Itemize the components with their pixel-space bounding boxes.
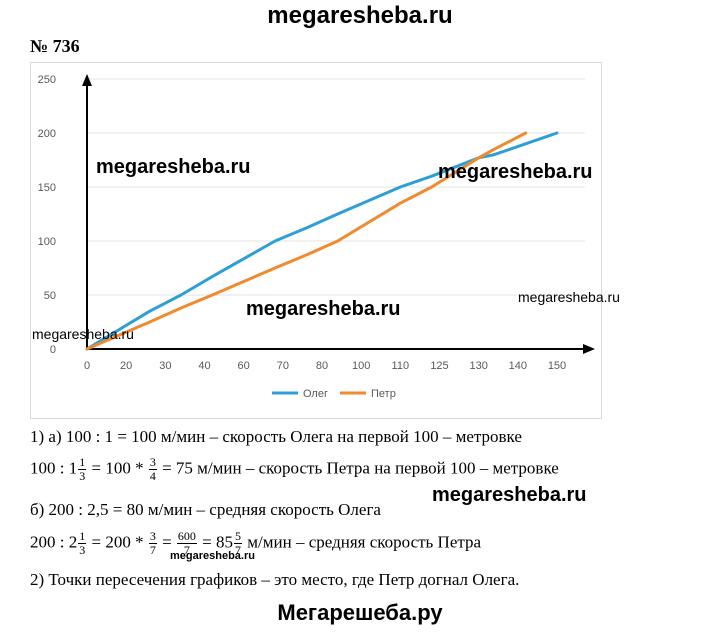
y-tick-label: 200	[38, 128, 56, 140]
numerator: 1	[78, 455, 87, 470]
numerator: 3	[148, 455, 157, 470]
x-tick-label: 60	[238, 360, 250, 372]
problem-number: № 736	[30, 36, 80, 56]
expr-text: =	[157, 532, 176, 552]
expr-text: = 200 *	[87, 532, 148, 552]
watermark: megaresheba.ru	[96, 156, 251, 178]
numerator: 1	[78, 529, 87, 544]
y-axis-arrow	[82, 74, 92, 86]
site-title: megaresheba.ru	[267, 2, 453, 29]
denominator: 7	[149, 543, 156, 557]
watermark: megaresheba.ru	[438, 161, 593, 183]
x-axis-arrow	[583, 344, 595, 354]
x-tick-label: 70	[277, 360, 289, 372]
watermark: megaresheba.ru	[518, 289, 620, 305]
y-tick-label: 50	[44, 290, 56, 302]
x-tick-label: 125	[430, 360, 448, 372]
denominator: 7	[183, 543, 190, 557]
x-tick-label: 40	[198, 360, 210, 372]
y-tick-label: 100	[38, 236, 56, 248]
legend-label: Олег	[303, 388, 328, 400]
y-tick-label: 0	[50, 344, 56, 356]
denominator: 7	[235, 543, 242, 557]
series-line	[85, 131, 528, 351]
denominator: 4	[149, 469, 156, 483]
denominator: 3	[79, 469, 86, 483]
watermark: megaresheba.ru	[170, 550, 255, 562]
y-tick-label: 150	[38, 182, 56, 194]
expr-text: = 100 *	[87, 458, 148, 478]
watermark: megaresheba.ru	[246, 298, 401, 320]
solution-line-3: б) 200 : 2,5 = 80 м/мин – средняя скорос…	[30, 500, 381, 519]
x-tick-label: 80	[316, 360, 328, 372]
x-tick-label: 100	[352, 360, 370, 372]
expr-text: 200 : 2	[30, 532, 78, 552]
denominator: 3	[79, 543, 86, 557]
x-tick-label: 110	[392, 360, 410, 372]
numerator: 5	[234, 529, 243, 544]
numerator: 600	[176, 529, 197, 544]
expr-text: = 75 м/мин – скорость Петра на первой 10…	[157, 458, 559, 478]
numerator: 3	[148, 529, 157, 544]
x-tick-label: 140	[509, 360, 527, 372]
solution-line-1: 1) а) 100 : 1 = 100 м/мин – скорость Оле…	[30, 427, 522, 446]
fraction: 600 7	[176, 529, 197, 557]
footer-site-title: Мегарешеба.ру	[277, 600, 443, 625]
x-tick-label: 0	[84, 360, 90, 372]
watermark: megaresheba.ru	[432, 484, 587, 506]
legend-label: Петр	[371, 388, 396, 400]
x-tick-label: 150	[548, 360, 566, 372]
expr-text: м/мин – средняя скорость Петра	[243, 532, 482, 552]
y-tick-label: 250	[38, 74, 56, 86]
line-chart: 0 50 100 150 200 250 0 20 30 40 60 70 80 100 110 125 130…	[30, 62, 602, 419]
expr-text: 100 : 1	[30, 458, 78, 478]
x-tick-label: 130	[469, 360, 487, 372]
solution-line-5: 2) Точки пересечения графиков – это мест…	[30, 570, 520, 589]
x-tick-label: 20	[120, 360, 132, 372]
watermark: megaresheba.ru	[32, 326, 134, 342]
x-tick-label: 30	[159, 360, 171, 372]
expr-text: = 85	[197, 532, 234, 552]
